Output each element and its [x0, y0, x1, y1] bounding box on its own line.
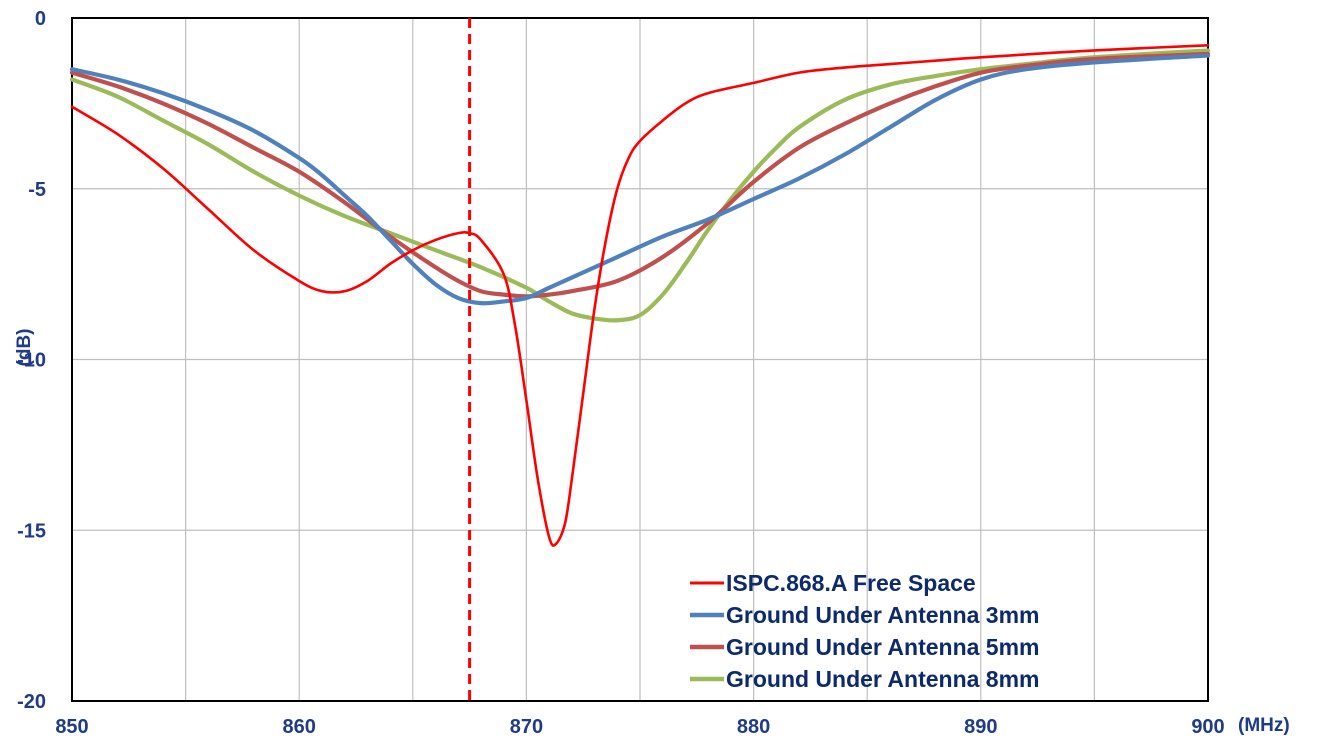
x-tick-label: 850	[55, 716, 88, 738]
legend-label: Ground Under Antenna 5mm	[726, 634, 1040, 660]
tick-labels: 850 860 870 880 890 900 0 -5 -10 -15 -20	[17, 8, 1225, 738]
legend-label: Ground Under Antenna 3mm	[726, 602, 1040, 628]
y-tick-label: -15	[17, 520, 46, 542]
series-lines	[69, 44, 1211, 547]
series-line-ground-under-antenna-3mm	[69, 53, 1211, 306]
series-line-ispc-868-a-free-space	[70, 44, 1210, 547]
x-axis-title: (MHz)	[1238, 715, 1290, 736]
series-line-ground-under-antenna-8mm	[69, 48, 1211, 323]
y-tick-label: -20	[17, 691, 46, 713]
legend-label: ISPC.868.A Free Space	[726, 570, 976, 596]
legend: ISPC.868.A Free Space Ground Under Antenn…	[690, 570, 1040, 692]
y-tick-label: -5	[28, 179, 46, 201]
x-tick-label: 860	[283, 716, 316, 738]
plot-area-border	[71, 17, 1209, 702]
y-axis-title: (dB)	[14, 329, 35, 367]
legend-label: Ground Under Antenna 8mm	[726, 666, 1040, 692]
x-tick-label: 890	[964, 716, 997, 738]
axis-titles: (MHz) (dB)	[14, 329, 1290, 736]
x-tick-label: 880	[737, 716, 770, 738]
y-tick-label: -10	[17, 350, 46, 372]
x-tick-label: 900	[1191, 716, 1224, 738]
x-tick-label: 870	[510, 716, 543, 738]
y-tick-label: 0	[35, 8, 46, 30]
series-line-ground-under-antenna-5mm	[69, 51, 1211, 299]
gridlines	[72, 18, 1208, 701]
plot-border-rect	[71, 17, 1209, 702]
